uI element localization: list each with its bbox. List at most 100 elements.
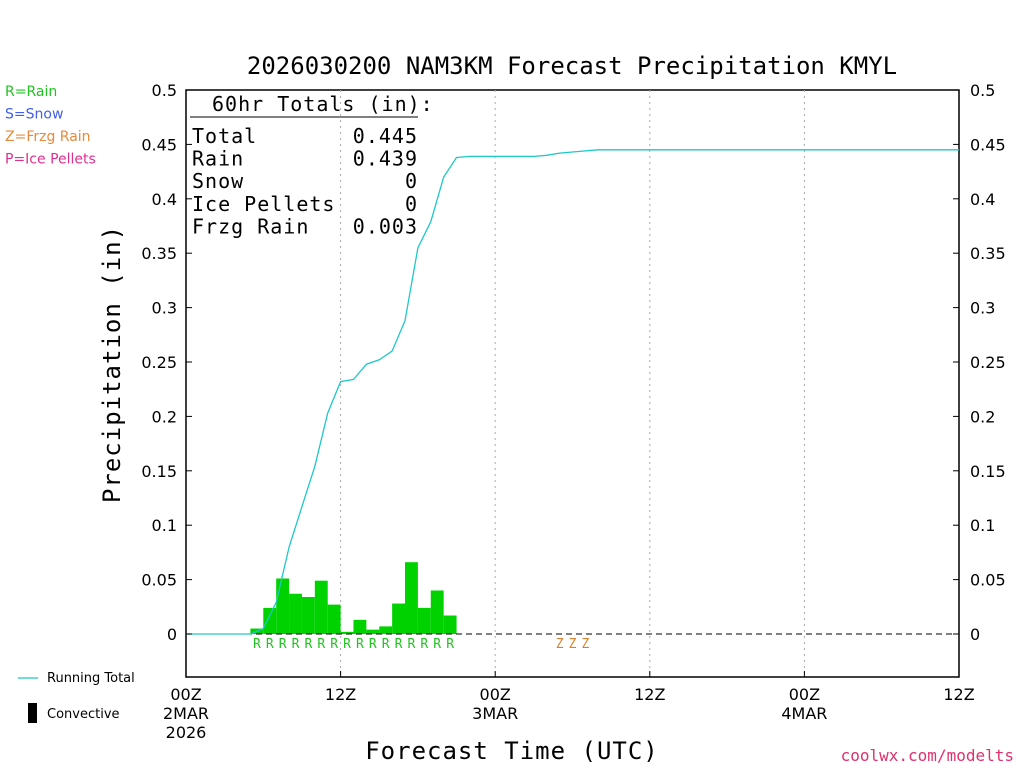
precip-bar [263, 607, 277, 634]
precip-bar [353, 619, 367, 634]
y-tick-label-right: 0.4 [970, 190, 995, 209]
y-tick-label-right: 0.45 [970, 135, 1006, 154]
chart-title: 2026030200 NAM3KM Forecast Precipitation… [247, 52, 897, 80]
ptype-marker-frzg: Z [569, 637, 577, 652]
running-total-series [186, 149, 959, 635]
gridlines [340, 90, 805, 677]
precip-bar [301, 597, 315, 634]
totals-row-label: Ice Pellets [192, 192, 335, 216]
ptype-marker-rain: R [279, 637, 287, 652]
y-tick-label: 0.35 [141, 244, 177, 263]
y-tick-label: 0.1 [152, 516, 177, 535]
ptype-legend-item: P=Ice Pellets [5, 152, 96, 168]
ptype-legend-item: Z=Frzg Rain [5, 129, 91, 145]
y-tick-label: 0.2 [152, 407, 177, 426]
precip-bar [417, 607, 431, 634]
x-tick-label: 12Z [943, 685, 974, 704]
precip-bar [289, 593, 302, 634]
ptype-marker-rain: R [330, 637, 338, 652]
y-tick-label-right: 0.2 [970, 407, 995, 426]
ptype-marker-rain: R [317, 637, 325, 652]
ptype-marker-rain: R [433, 637, 441, 652]
y-tick-label-right: 0 [970, 625, 980, 644]
totals-row-value: 0 [405, 169, 418, 193]
ptype-marker-rain: R [356, 637, 364, 652]
running-total-line [186, 149, 959, 635]
x-tick-label: 12Z [634, 685, 665, 704]
y-tick-label: 0 [167, 625, 177, 644]
ptype-marker-rain: R [292, 637, 300, 652]
totals-row-label: Rain [192, 147, 244, 171]
ptype-marker-rain: R [369, 637, 377, 652]
y-tick-label: 0.5 [152, 81, 177, 100]
totals-box: 60hr Totals (in): Total 0.445 Rain 0.439 Sno… [190, 92, 434, 238]
y-tick-label-right: 0.1 [970, 516, 995, 535]
x-tick-label: 00Z [170, 685, 201, 704]
ptype-marker-rain: R [382, 637, 390, 652]
x-tick-date: 4MAR [781, 704, 827, 723]
ptype-marker-frzg: Z [581, 637, 589, 652]
precip-bar [405, 562, 418, 634]
y-tick-label-right: 0.3 [970, 299, 995, 318]
y-tick-label-right: 0.25 [970, 353, 1006, 372]
y-axis-right: 0.5 0.45 0.4 0.35 0.3 0.25 0.2 0.15 0.1 0.05 0 [953, 81, 1006, 644]
ptype-legend-item: R=Rain [5, 84, 57, 100]
y-axis-label: Precipitation (in) [98, 225, 126, 503]
y-tick-label-right: 0.5 [970, 81, 995, 100]
y-tick-label-right: 0.05 [970, 571, 1006, 590]
totals-row-value: 0.445 [353, 124, 418, 148]
x-tick-year: 2026 [166, 723, 207, 742]
x-tick-label: 00Z [789, 685, 820, 704]
x-axis-label: Forecast Time (UTC) [365, 737, 659, 765]
totals-row-value: 0.439 [353, 147, 418, 171]
y-axis-left: 0.5 0.45 0.4 0.35 0.3 0.25 0.2 0.15 0.1 0.05 0 [141, 81, 192, 644]
ptype-marker-rain: R [266, 637, 274, 652]
precip-bar [443, 615, 457, 634]
precip-bar [366, 629, 380, 634]
precip-bar [379, 626, 393, 634]
y-tick-label: 0.05 [141, 571, 177, 590]
totals-row-value: 0 [405, 192, 418, 216]
y-tick-label-right: 0.35 [970, 244, 1006, 263]
ptype-legend: R=Rain S=Snow Z=Frzg Rain P=Ice Pellets [5, 84, 96, 168]
series-legend: Running Total Convective [18, 671, 135, 723]
y-tick-label: 0.4 [152, 190, 177, 209]
precip-bar [392, 603, 406, 634]
totals-row-label: Frzg Rain [192, 214, 309, 238]
precip-bar [430, 590, 444, 634]
precip-bar [276, 578, 290, 634]
y-tick-label: 0.15 [141, 462, 177, 481]
precip-bar [327, 604, 341, 634]
ptype-marker-rain: R [395, 637, 403, 652]
y-tick-label: 0.25 [141, 353, 177, 372]
convective-label: Convective [47, 707, 120, 722]
y-tick-label: 0.45 [141, 135, 177, 154]
plot-frame [185, 89, 960, 678]
credit-text: coolwx.com/modelts [841, 746, 1014, 765]
precip-bar [340, 631, 354, 634]
x-tick-label: 00Z [480, 685, 511, 704]
ptype-marker-frzg: Z [556, 637, 564, 652]
totals-header: 60hr Totals (in): [212, 92, 434, 116]
x-tick-date: 2MAR [163, 704, 209, 723]
ptype-marker-rain: R [420, 637, 428, 652]
convective-swatch [28, 703, 37, 723]
totals-row-value: 0.003 [353, 214, 418, 238]
y-tick-label-right: 0.15 [970, 462, 1006, 481]
ptype-marker-rain: R [343, 637, 351, 652]
ptype-marker-rain: R [253, 637, 261, 652]
totals-row-label: Total [192, 124, 257, 148]
ptype-marker-rain: R [304, 637, 312, 652]
y-tick-label: 0.3 [152, 299, 177, 318]
running-total-label: Running Total [47, 671, 135, 686]
ptype-marker-rain: R [446, 637, 454, 652]
x-tick-date: 3MAR [472, 704, 518, 723]
ptype-legend-item: S=Snow [5, 107, 63, 123]
precip-bars [250, 562, 457, 634]
totals-row-label: Snow [192, 169, 244, 193]
ptype-marker-rain: R [408, 637, 416, 652]
x-tick-label: 12Z [325, 685, 356, 704]
